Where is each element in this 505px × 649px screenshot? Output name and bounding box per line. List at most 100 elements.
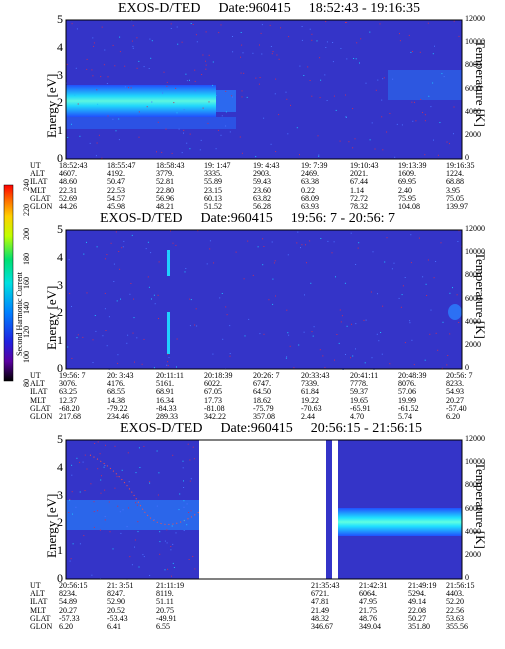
noise-speckle — [205, 60, 206, 62]
noise-speckle — [311, 39, 313, 41]
noise-speckle — [70, 558, 72, 560]
noise-speckle — [453, 133, 454, 135]
noise-speckle — [151, 101, 153, 103]
noise-speckle — [142, 554, 144, 556]
panel-3-noise-left — [68, 441, 196, 580]
noise-speckle — [365, 319, 367, 321]
noise-speckle — [316, 40, 318, 42]
panel-2-noise — [67, 230, 463, 370]
panel-1-ytick: 2 — [57, 95, 63, 110]
noise-speckle — [117, 354, 119, 356]
noise-speckle — [133, 317, 135, 319]
noise-speckle — [117, 505, 119, 507]
noise-speckle — [109, 531, 111, 533]
noise-speckle — [377, 293, 378, 295]
panel-3-ytick: 2 — [57, 515, 63, 530]
panel-2-table-column: 20:33:43 7339. 61.84 19.22 -70.63 2.44 — [301, 371, 330, 422]
noise-speckle — [190, 510, 192, 512]
noise-speckle — [69, 293, 71, 294]
noise-speckle — [240, 56, 241, 58]
noise-speckle — [104, 489, 106, 491]
noise-speckle — [120, 298, 121, 300]
noise-speckle — [96, 246, 98, 248]
colorbar-tick: 180 — [22, 252, 31, 265]
noise-speckle — [145, 248, 147, 250]
noise-speckle — [194, 568, 196, 570]
noise-speckle — [209, 240, 211, 242]
noise-speckle — [443, 76, 445, 78]
noise-speckle — [135, 472, 137, 474]
noise-speckle — [166, 529, 168, 531]
noise-speckle — [364, 362, 366, 364]
noise-speckle — [79, 491, 81, 493]
panel-1-ytick-right: 6000 — [465, 83, 481, 93]
noise-speckle — [258, 83, 260, 85]
noise-speckle — [229, 325, 231, 327]
noise-speckle — [398, 297, 400, 299]
noise-speckle — [449, 292, 451, 294]
noise-speckle — [346, 21, 348, 23]
noise-speckle — [175, 532, 177, 534]
noise-speckle — [356, 42, 358, 44]
noise-speckle — [194, 69, 196, 71]
noise-speckle — [112, 44, 114, 46]
noise-speckle — [382, 305, 384, 307]
noise-speckle — [229, 131, 231, 133]
noise-speckle — [350, 357, 351, 359]
noise-speckle — [196, 41, 198, 43]
panel-1-ytick-right: 8000 — [465, 60, 481, 70]
noise-speckle — [188, 559, 190, 560]
noise-speckle — [124, 86, 126, 88]
noise-speckle — [374, 148, 376, 150]
noise-speckle — [143, 66, 145, 68]
panel-2-table-column: 20:26: 7 6747. 64.50 18.62 -75.79 357.08 — [253, 371, 280, 422]
noise-speckle — [410, 51, 412, 53]
colorbar — [3, 184, 14, 382]
noise-speckle — [166, 81, 168, 83]
noise-speckle — [131, 234, 133, 236]
noise-speckle — [67, 346, 69, 348]
noise-speckle — [181, 152, 183, 154]
noise-speckle — [77, 103, 79, 105]
noise-speckle — [69, 499, 71, 501]
noise-speckle — [132, 25, 134, 27]
noise-speckle — [150, 57, 152, 59]
noise-speckle — [164, 569, 166, 571]
noise-speckle — [332, 42, 334, 43]
noise-speckle — [381, 353, 383, 355]
noise-speckle — [255, 156, 257, 158]
noise-speckle — [153, 294, 155, 296]
noise-speckle — [175, 87, 177, 89]
noise-speckle — [158, 261, 160, 263]
noise-speckle — [326, 100, 328, 101]
panel-2-table-column: 20:41:11 7778. 59.37 19.65 -65.91 4.70 — [350, 371, 379, 422]
noise-speckle — [275, 78, 277, 80]
noise-speckle — [453, 106, 455, 108]
noise-speckle — [369, 139, 371, 141]
noise-speckle — [186, 524, 188, 526]
noise-speckle — [136, 67, 138, 69]
colorbar-tick: 140 — [22, 301, 31, 314]
panel-2-ytick: 2 — [57, 305, 63, 320]
panel-1-ytick: 4 — [57, 39, 63, 54]
panel-3-ytick-right: 8000 — [465, 480, 481, 490]
noise-speckle — [289, 345, 291, 347]
noise-speckle — [427, 259, 429, 261]
noise-speckle — [287, 254, 289, 256]
noise-speckle — [299, 154, 300, 156]
noise-speckle — [72, 513, 73, 515]
noise-speckle — [194, 80, 196, 82]
noise-speckle — [206, 263, 208, 265]
noise-speckle — [176, 366, 177, 368]
noise-speckle — [146, 106, 148, 108]
noise-speckle — [244, 335, 246, 337]
noise-speckle — [129, 556, 131, 558]
panel-3-plot — [65, 439, 463, 580]
noise-speckle — [285, 91, 287, 93]
panel-1-table-column: 19:13:39 1609. 69.95 2.40 75.95 104.08 — [398, 161, 427, 212]
noise-speckle — [137, 521, 139, 523]
noise-speckle — [252, 274, 254, 276]
noise-speckle — [371, 357, 373, 359]
noise-speckle — [301, 244, 303, 246]
noise-speckle — [420, 99, 422, 100]
